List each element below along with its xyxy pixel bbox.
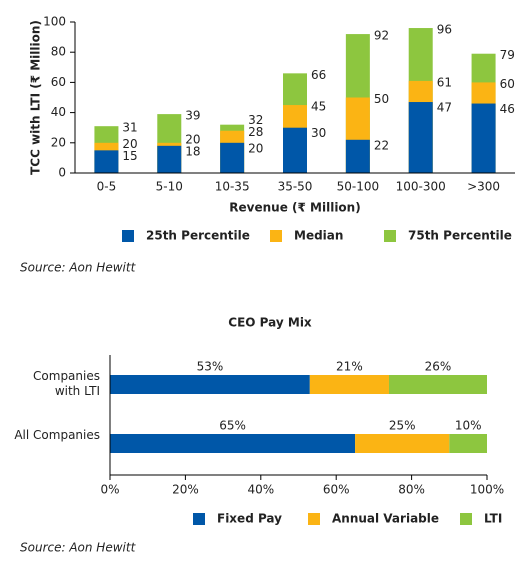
- data-label: 10%: [455, 419, 482, 433]
- x-axis-label: Revenue (₹ Million): [229, 201, 360, 215]
- legend-label: Fixed Pay: [217, 512, 282, 526]
- data-label: 20: [185, 132, 200, 146]
- bar: [408, 102, 433, 173]
- data-label: 18: [185, 144, 200, 158]
- bar: [471, 103, 496, 173]
- legend-swatch: [122, 230, 134, 242]
- bar: [283, 127, 307, 173]
- x-tick-label: 10-35: [215, 180, 250, 194]
- data-label: 46: [500, 102, 515, 116]
- legend-label: Annual Variable: [332, 512, 439, 526]
- bar: [345, 139, 370, 173]
- y-tick-label: 100: [43, 15, 66, 29]
- data-label: 50: [374, 92, 389, 106]
- data-label: 32: [248, 113, 263, 127]
- bar-segment: [110, 434, 356, 453]
- data-label: 39: [185, 109, 200, 123]
- data-label: 20: [122, 137, 137, 151]
- x-tick-label: 0-5: [97, 180, 117, 194]
- x-tick-label: 0%: [100, 483, 119, 497]
- data-label: 61: [437, 75, 452, 89]
- data-label: 47: [437, 101, 452, 115]
- data-label: 26%: [425, 360, 452, 374]
- data-label: 25%: [389, 419, 416, 433]
- legend-label: 75th Percentile: [408, 229, 512, 243]
- data-label: 96: [437, 23, 452, 37]
- bar-segment: [449, 434, 487, 453]
- y-tick-label: Companies with LTI: [33, 369, 100, 398]
- y-tick-label: 40: [51, 105, 66, 119]
- legend-swatch: [384, 230, 396, 242]
- data-label: 21%: [336, 360, 363, 374]
- y-tick-label: 20: [51, 135, 66, 149]
- x-tick-label: 35-50: [278, 180, 313, 194]
- x-tick-label: >300: [467, 180, 500, 194]
- y-tick-label: 0: [58, 166, 66, 180]
- chart-title: CEO Pay Mix: [228, 316, 312, 330]
- bar-segment: [388, 375, 487, 394]
- legend-swatch: [308, 513, 320, 525]
- data-label: 20: [248, 141, 263, 155]
- bar: [94, 150, 119, 173]
- legend-swatch: [270, 230, 282, 242]
- bar-segment: [110, 375, 310, 394]
- source: Source: Aon Hewitt: [20, 541, 137, 555]
- data-label: 30: [311, 126, 326, 140]
- bar-segment: [309, 375, 389, 394]
- y-tick-label: 80: [51, 45, 66, 59]
- data-label: 31: [122, 121, 137, 135]
- x-tick-label: 40%: [247, 483, 274, 497]
- legend-swatch: [460, 513, 472, 525]
- data-label: 45: [311, 100, 326, 114]
- legend-label: 25th Percentile: [146, 229, 250, 243]
- data-label: 28: [248, 125, 263, 139]
- bar: [220, 142, 245, 173]
- x-tick-label: 100%: [470, 483, 504, 497]
- data-label: 66: [311, 68, 326, 82]
- data-label: 53%: [197, 360, 224, 374]
- legend-swatch: [193, 513, 205, 525]
- bar: [157, 145, 182, 173]
- legend-label: LTI: [484, 512, 502, 526]
- x-tick-label: 5-10: [156, 180, 183, 194]
- data-label: 79: [500, 48, 515, 62]
- y-tick-label: All Companies: [14, 428, 100, 442]
- data-label: 15: [122, 149, 137, 163]
- y-axis-label: TCC with LTI (₹ Million): [29, 20, 43, 175]
- legend-label: Median: [294, 229, 343, 243]
- data-label: 92: [374, 29, 389, 43]
- y-tick-label: 60: [51, 75, 66, 89]
- x-tick-label: 100-300: [396, 180, 446, 194]
- x-tick-label: 60%: [323, 483, 350, 497]
- data-label: 22: [374, 138, 389, 152]
- source: Source: Aon Hewitt: [20, 261, 137, 275]
- data-label: 65%: [219, 419, 246, 433]
- bar-segment: [355, 434, 450, 453]
- x-tick-label: 20%: [172, 483, 199, 497]
- x-tick-label: 50-100: [337, 180, 380, 194]
- x-tick-label: 80%: [398, 483, 425, 497]
- data-label: 60: [500, 77, 515, 91]
